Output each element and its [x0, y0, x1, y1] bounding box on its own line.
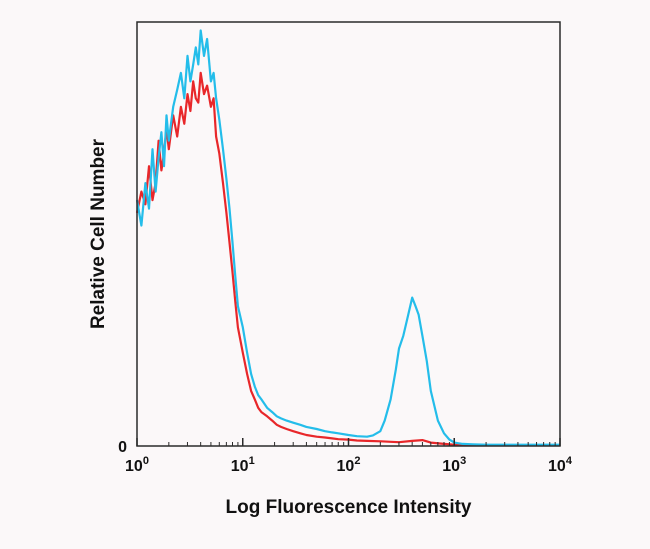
tick-layer: 100 101 102 103 104 0 [118, 438, 573, 475]
x-tick-label: 100 [125, 455, 149, 475]
x-tick-label: 102 [337, 455, 361, 475]
series-line-2 [135, 29, 560, 446]
x-tick-label: 103 [442, 455, 466, 475]
x-tick-label: 101 [231, 455, 255, 475]
series-line-1 [135, 71, 560, 447]
x-tick-label: 104 [548, 455, 573, 475]
series-layer [135, 29, 560, 447]
y-axis-title: Relative Cell Number [88, 138, 109, 329]
x-axis-title: Log Fluorescence Intensity [226, 497, 472, 518]
y-tick-label: 0 [118, 439, 127, 456]
